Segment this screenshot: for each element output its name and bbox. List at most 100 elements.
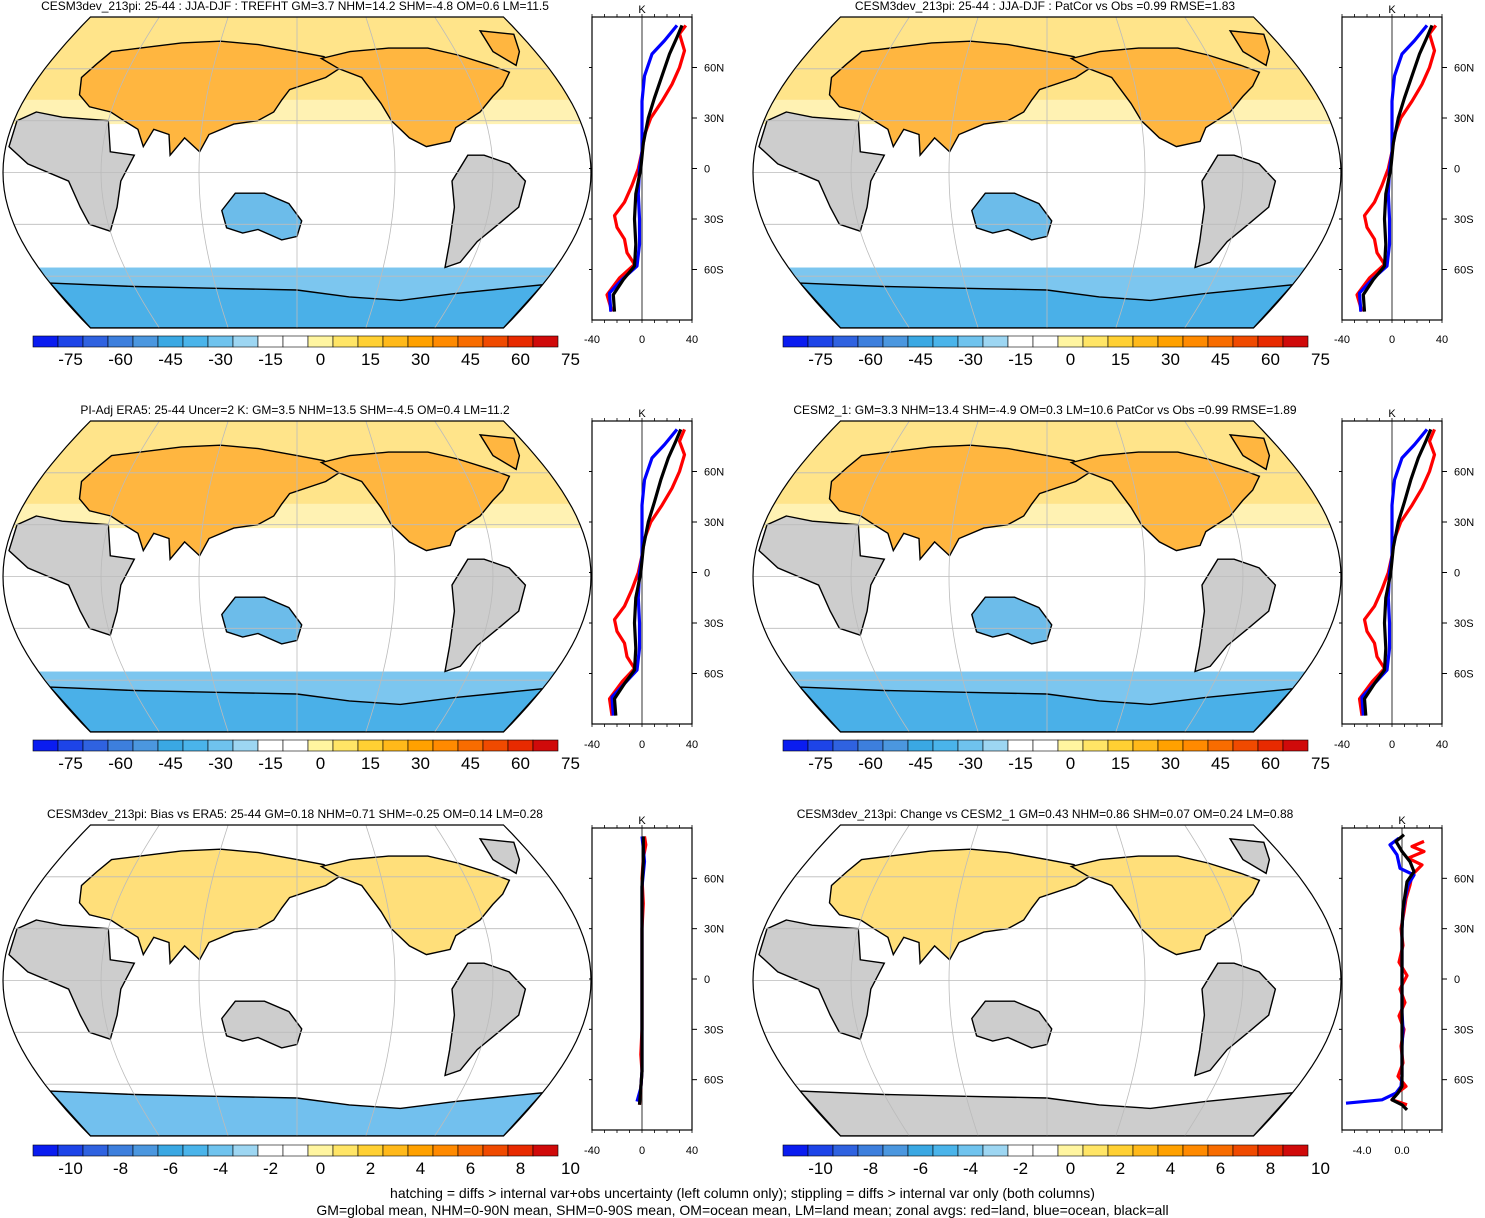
colorbar-tick-label: -45 (158, 350, 183, 369)
continent-antarctica (48, 282, 545, 328)
colorbar-swatch (482, 335, 509, 348)
zonal-plot-middle-right: K 60N 30N 0 30S 60S -40 0 40 (1334, 408, 1474, 751)
colorbar-swatch (357, 335, 384, 348)
graticule-lon (1115, 825, 1146, 1136)
colorbar-bottom-right: -10 -8 -6 -4 -2 0 2 4 6 8 10 (782, 1144, 1330, 1178)
lat-tick-label: 60N (1454, 63, 1474, 75)
colorbar-swatch (257, 739, 284, 752)
colorbar-swatch (1107, 1144, 1134, 1157)
colorbar-swatch (182, 335, 209, 348)
colorbar-tick-label: -15 (1008, 754, 1033, 773)
colorbar-swatch (1232, 739, 1259, 752)
lat-tick-label: 30N (704, 517, 724, 529)
colorbar-swatch (807, 1144, 834, 1157)
continent-antarctica (48, 686, 545, 732)
colorbar-swatch (782, 1144, 809, 1157)
continent-greenland (478, 433, 521, 471)
colorbar-tick-label: 0 (1066, 350, 1075, 369)
colorbar-tick-label: -8 (113, 1159, 128, 1178)
colorbar-swatch (107, 1144, 134, 1157)
colorbar-swatch (1057, 335, 1084, 348)
colorbar-swatch (857, 1144, 884, 1157)
panel-top-right: CESM3dev_213pi: 25-44 : JJA-DJF : PatCor… (752, 0, 1474, 369)
colorbar-tick-label: 15 (1111, 754, 1130, 773)
graticule-lon (850, 421, 910, 732)
lat-tick-label: 60N (1454, 873, 1474, 885)
continent-eurasia (828, 40, 1091, 158)
colorbar-swatch (32, 739, 59, 752)
continent-samerica (444, 962, 527, 1077)
colorbar-swatch (532, 739, 559, 752)
continent-samerica (1194, 154, 1277, 269)
colorbar-tick-label: 10 (1311, 1159, 1330, 1178)
colorbar-swatch (32, 335, 59, 348)
colorbar-tick-label: -60 (108, 350, 133, 369)
lat-tick-label: 60S (1454, 1075, 1474, 1087)
colorbar-tick-label: 8 (1266, 1159, 1275, 1178)
colorbar-swatch (957, 1144, 984, 1157)
continent-eurasia (828, 444, 1091, 562)
x-tick-label: 0 (639, 334, 645, 346)
colorbar-swatch (307, 335, 334, 348)
graticule-lon (365, 421, 396, 732)
zonal-units-label: K (638, 815, 646, 827)
graticule-lon (198, 421, 229, 732)
colorbar-swatch (857, 739, 884, 752)
continent-namerica (319, 855, 511, 956)
panel-title: CESM3dev_213pi: 25-44 : JJA-DJF : TREFHT… (41, 0, 549, 13)
colorbar-swatch (1132, 335, 1159, 348)
colorbar-tick-label: 30 (411, 754, 430, 773)
colorbar-swatch (932, 1144, 959, 1157)
lat-tick-label: 30S (704, 214, 724, 226)
x-tick-label: 40 (686, 739, 698, 751)
colorbar-middle-right: -75 -60 -45 -30 -15 0 15 30 45 60 75 (782, 739, 1330, 773)
lat-tick-label: 30S (1454, 1024, 1474, 1036)
lat-tick-label: 60S (1454, 265, 1474, 277)
colorbar-swatch (532, 335, 559, 348)
colorbar-swatch (1007, 335, 1034, 348)
zonal-line-all (612, 428, 683, 716)
colorbar-swatch (1132, 739, 1159, 752)
lat-tick-label: 0 (704, 164, 710, 176)
colorbar-tick-label: 45 (461, 350, 480, 369)
colorbar-tick-label: 0 (316, 1159, 325, 1178)
lat-tick-label: 30S (704, 1024, 724, 1036)
colorbar-swatch (782, 739, 809, 752)
colorbar-swatch (507, 1144, 534, 1157)
colorbar-swatch (382, 739, 409, 752)
colorbar-swatch (1257, 739, 1284, 752)
colorbar-swatch (1082, 739, 1109, 752)
colorbar-swatch (1282, 335, 1309, 348)
lat-tick-label: 60N (704, 467, 724, 479)
colorbar-swatch (182, 1144, 209, 1157)
lat-tick-label: 30N (1454, 113, 1474, 125)
zonal-line-all (611, 24, 684, 312)
panel-bottom-right: CESM3dev_213pi: Change vs CESM2_1 GM=0.4… (752, 807, 1474, 1178)
colorbar-swatch (332, 335, 359, 348)
zonal-line-all (1362, 428, 1433, 716)
colorbar-swatch (1107, 739, 1134, 752)
x-tick-label: 40 (686, 1145, 698, 1157)
colorbar-swatch (1207, 1144, 1234, 1157)
colorbar-swatch (1182, 335, 1209, 348)
graticule-lon (850, 17, 910, 328)
colorbar-swatch (932, 739, 959, 752)
colorbar-swatch (82, 739, 109, 752)
colorbar-tick-label: 15 (361, 754, 380, 773)
colorbar-swatch (1182, 1144, 1209, 1157)
colorbar-tick-label: -15 (258, 350, 283, 369)
colorbar-swatch (1032, 1144, 1059, 1157)
colorbar-swatch (857, 335, 884, 348)
colorbar-swatch (432, 1144, 459, 1157)
colorbar-swatch (457, 739, 484, 752)
lat-tick-label: 0 (1454, 974, 1460, 986)
colorbar-bottom-left: -10 -8 -6 -4 -2 0 2 4 6 8 10 (32, 1144, 580, 1178)
colorbar-tick-label: 10 (561, 1159, 580, 1178)
colorbar-swatch (982, 335, 1009, 348)
x-tick-label: -40 (584, 1145, 600, 1157)
colorbar-swatch (1057, 1144, 1084, 1157)
colorbar-swatch (1057, 739, 1084, 752)
colorbar-tick-label: -6 (163, 1159, 178, 1178)
x-tick-label: 0 (639, 739, 645, 751)
colorbar-tick-label: -2 (1013, 1159, 1028, 1178)
